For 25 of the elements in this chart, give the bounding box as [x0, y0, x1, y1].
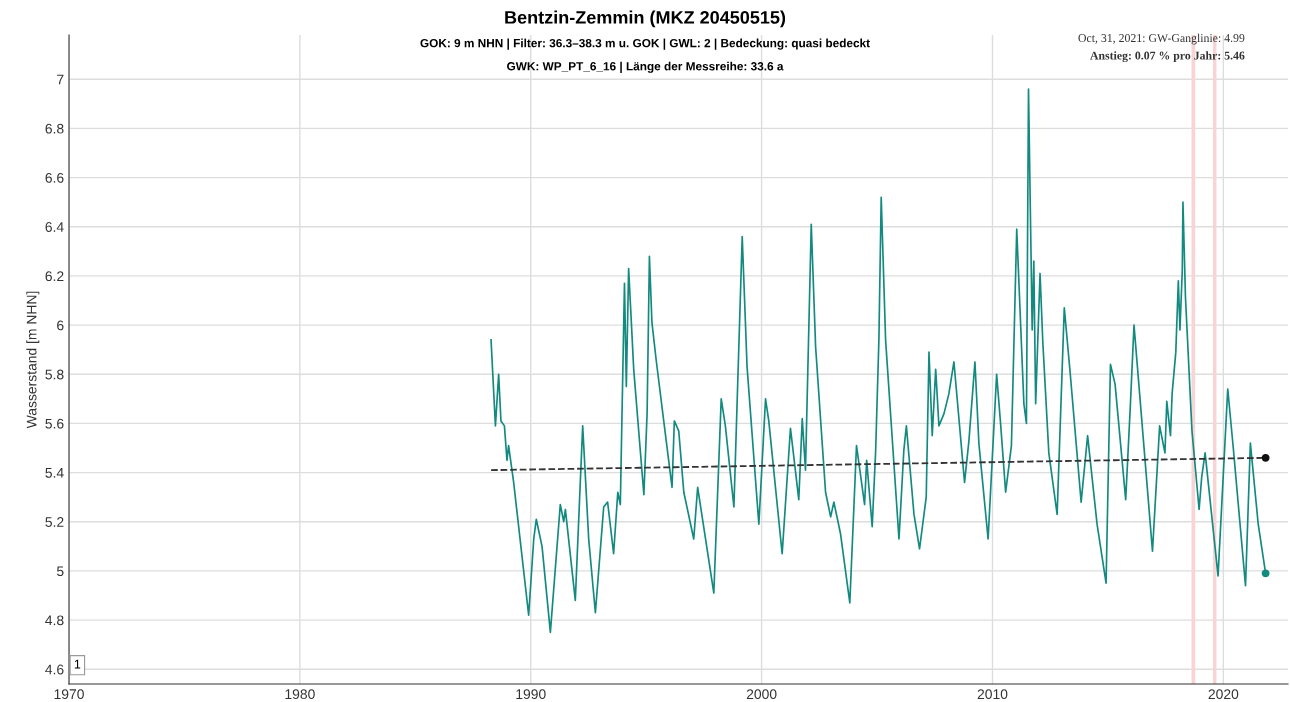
y-tick-label: 5.6 [45, 418, 64, 429]
x-tick-label: 1970 [54, 689, 84, 700]
annotation: 1 [74, 659, 81, 669]
y-tick-label: 5.4 [45, 468, 64, 478]
y-tick-label: 6.8 [45, 123, 64, 134]
x-tick-label: 1990 [516, 689, 546, 700]
x-tick-label: 2020 [1208, 689, 1239, 700]
x-tick-label: 2000 [746, 689, 777, 700]
y-tick-label: 6.2 [45, 271, 64, 282]
x-tick-label: 1980 [285, 689, 315, 700]
y-axis-title: Wasserstand [m NHN] [26, 291, 40, 429]
y-tick-label: 7 [57, 74, 64, 85]
annotation: Anstieg: 0.07 % pro Jahr: 5.46 [1090, 51, 1245, 63]
y-tick-label: 4.6 [45, 664, 64, 675]
y-tick-label: 4.8 [45, 615, 64, 626]
text: GOK: 9 m NHN | Filter: 36.3–38.3 m u. GOK | GWL: 2 | Bedeckung: quasi bedeckt GWK: WP_PT_6_16 | Länge der Messreihe: 33.6 a [420, 38, 870, 73]
x-tick-label: 2010 [977, 689, 1008, 700]
y-tick-label: 6.6 [45, 172, 64, 183]
y-tick-label: 5.2 [45, 517, 64, 527]
annotation: Oct, 31, 2021: GW-Ganglinie: 4.99 [1078, 33, 1245, 45]
y-tick-label: 6.4 [45, 222, 64, 232]
y-tick-label: 5 [56, 566, 64, 577]
y-tick-label: 5.8 [45, 369, 64, 380]
chart-title: Bentzin-Zemmin (MKZ 20450515) [505, 10, 786, 28]
y-tick-label: 6 [57, 320, 64, 331]
